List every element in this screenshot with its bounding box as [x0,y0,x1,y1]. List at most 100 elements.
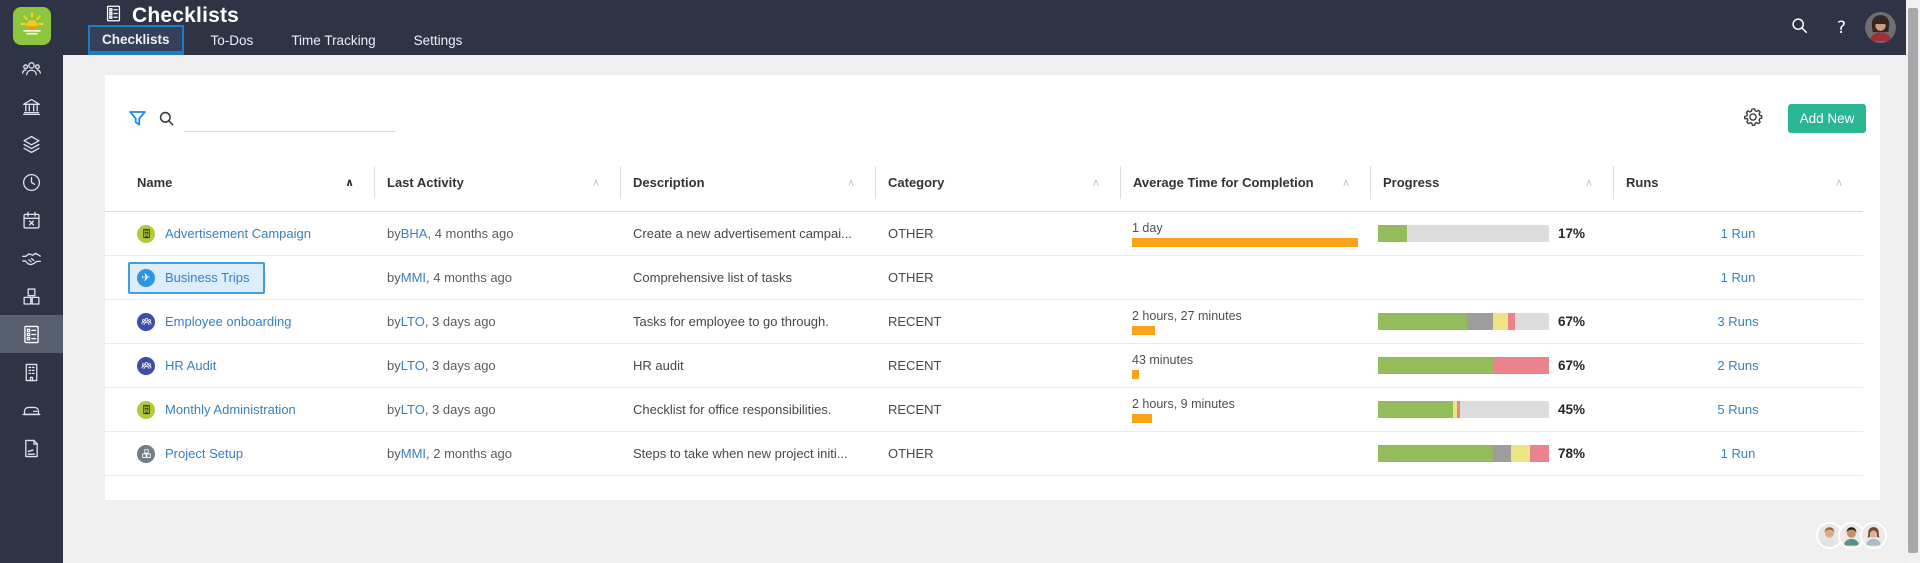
table-row[interactable]: ✈ Business Trips by MMI, 4 months ago Co… [105,256,1863,300]
runs-link[interactable]: 2 Runs [1717,358,1759,373]
runs-link[interactable]: 1 Run [1720,446,1756,461]
table-row[interactable]: Advertisement Campaign by BHA, 4 months … [105,212,1863,256]
tab-to-dos[interactable]: To-Dos [210,33,254,48]
checklist-name-link[interactable]: HR Audit [165,358,217,373]
progress-segment-gray_dark [1492,445,1512,462]
column-header-runs[interactable]: Runs ∧ [1613,154,1863,211]
activity-by-text: by [387,226,401,241]
activity-user-link[interactable]: MMI [400,270,427,285]
sidebar-item-bank-icon[interactable] [0,87,63,125]
table-body: Advertisement Campaign by BHA , 4 months … [105,212,1863,476]
filter-icon[interactable] [127,108,148,129]
column-label: Average Time for Completion [1133,175,1314,190]
sidebar-item-handshake-icon[interactable] [0,239,63,277]
description-cell: Comprehensive list of tasks [633,270,792,285]
progress-percent: 17% [1558,226,1586,241]
activity-user-link[interactable]: MMI [400,446,427,461]
column-header-description[interactable]: Description ∧ [620,154,875,211]
checklist-name-link[interactable]: Advertisement Campaign [165,226,311,241]
page-title-group: Checklists [104,4,239,28]
page-scrollbar[interactable] [1906,0,1920,563]
category-cell: RECENT [888,314,942,329]
name-box[interactable]: Project Setup [137,444,244,463]
description-cell: Create a new advertisement campai... [633,226,852,241]
global-search-icon[interactable] [1789,15,1810,41]
runs-link[interactable]: 1 Run [1720,270,1756,285]
activity-user-link[interactable]: LTO [400,314,425,329]
progress-segment-yellow [1511,445,1531,462]
runs-cell: 3 Runs [1613,300,1863,343]
column-header-name[interactable]: Name ∧ [105,154,374,211]
name-box[interactable]: HR Audit [137,356,217,375]
column-header-progress[interactable]: Progress ∧ [1370,154,1613,211]
runs-link[interactable]: 5 Runs [1717,402,1759,417]
name-box[interactable]: Monthly Administration [137,400,296,419]
sidebar-item-checklist-icon[interactable] [0,315,63,353]
add-new-button[interactable]: Add New [1788,104,1866,133]
search-input[interactable] [184,105,396,132]
people-icon [137,356,155,375]
table-row[interactable]: Project Setup by MMI, 2 months ago Steps… [105,432,1863,476]
sidebar-item-building-icon[interactable] [0,353,63,391]
user-avatar[interactable] [1865,12,1896,43]
progress-cell: 17% [1370,212,1613,255]
checklist-name-link[interactable]: Employee onboarding [165,314,292,329]
runs-cell: 2 Runs [1613,344,1863,387]
gear-icon[interactable] [1742,106,1764,128]
app-logo[interactable] [13,7,51,45]
column-header-category[interactable]: Category ∧ [875,154,1120,211]
avg-time-cell: 1 day [1120,212,1370,255]
search-icon[interactable] [157,109,176,128]
progress-segment-green [1378,357,1493,374]
name-cell: Project Setup [105,432,374,475]
tab-bar: Checklists To-Dos Time Tracking Settings [88,25,487,55]
app-sidebar [0,0,63,563]
main-content: Add New Name ∧ Last Activity ∧ Description ∧ C… [63,55,1920,563]
sidebar-item-report-icon[interactable] [0,429,63,467]
runs-link[interactable]: 1 Run [1720,226,1756,241]
activity-by-text: by [387,270,401,285]
activity-user-link[interactable]: BHA [400,226,428,241]
sidebar-item-people-icon[interactable] [0,49,63,87]
sidebar-item-layers-icon[interactable] [0,125,63,163]
column-label: Last Activity [387,175,464,190]
sidebar-item-clock-icon[interactable] [0,163,63,201]
activity-when-text: , 2 months ago [426,446,513,461]
column-header-last-activity[interactable]: Last Activity ∧ [374,154,620,211]
name-cell: Monthly Administration [105,388,374,431]
team-avatar-3[interactable] [1860,522,1887,549]
progress-percent: 67% [1558,358,1586,373]
tab-time-tracking[interactable]: Time Tracking [291,33,376,48]
sidebar-item-cubes-icon[interactable] [0,277,63,315]
name-box[interactable]: ✈ Business Trips [128,261,265,294]
column-label: Description [633,175,705,190]
table-row[interactable]: Employee onboarding by LTO, 3 days ago T… [105,300,1863,344]
sidebar-item-vehicle-icon[interactable] [0,391,63,429]
runs-cell: 5 Runs [1613,388,1863,431]
table-row[interactable]: Monthly Administration by LTO, 3 days ag… [105,388,1863,432]
avg-time-cell [1120,432,1370,475]
column-header-average-time-for-completion[interactable]: Average Time for Completion ∧ [1120,154,1370,211]
sort-caret-icon: ∧ [1834,176,1843,189]
checklist-name-link[interactable]: Monthly Administration [165,402,296,417]
category-cell: OTHER [888,270,934,285]
sidebar-item-calendar-icon[interactable] [0,201,63,239]
activity-when-text: , 4 months ago [426,270,513,285]
help-icon[interactable]: ? [1836,17,1846,38]
scrollbar-thumb[interactable] [1908,8,1918,553]
table-row[interactable]: HR Audit by LTO, 3 days ago HR audit REC… [105,344,1863,388]
tab-checklists[interactable]: Checklists [88,25,184,55]
activity-user-link[interactable]: LTO [400,402,425,417]
activity-user-link[interactable]: LTO [400,358,425,373]
checklist-name-link[interactable]: Project Setup [165,446,244,461]
tab-settings[interactable]: Settings [413,33,463,48]
progress-percent: 67% [1558,314,1586,329]
progress-segment-red [1530,445,1549,462]
description-cell: HR audit [633,358,684,373]
name-box[interactable]: Advertisement Campaign [137,224,311,243]
checklist-name-link[interactable]: Business Trips [165,270,250,285]
runs-link[interactable]: 3 Runs [1717,314,1759,329]
progress-bar [1378,225,1549,242]
name-box[interactable]: Employee onboarding [137,312,292,331]
runs-cell: 1 Run [1613,212,1863,255]
